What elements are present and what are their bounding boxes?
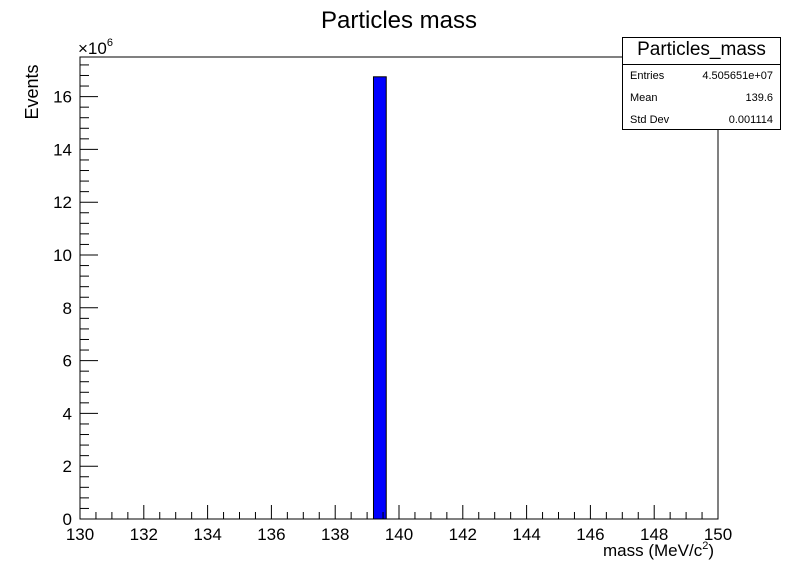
y-tick-label: 0 <box>63 510 72 529</box>
x-axis-label-text: mass (MeV/c <box>603 541 703 560</box>
stats-value: 0.001114 <box>728 114 773 126</box>
stats-key: Mean <box>630 92 658 104</box>
x-tick-label: 138 <box>321 525 349 544</box>
plot-area: 130 132 134 136 138 140 142 144 146 148 150 0 2 4 6 8 10… <box>53 56 732 544</box>
x-tick-label: 142 <box>449 525 477 544</box>
x-tick-label: 150 <box>704 525 732 544</box>
y-axis-label: Events <box>22 64 42 119</box>
y-tick-label: 16 <box>53 88 72 107</box>
y-multiplier-base: ×10 <box>78 39 107 58</box>
y-axis-multiplier: ×106 <box>78 37 113 58</box>
x-axis-label-close: ) <box>708 541 714 560</box>
stats-box: Particles_mass Entries 4.505651e+07 Mean… <box>622 37 781 130</box>
stats-key: Std Dev <box>630 114 670 126</box>
histogram-bar <box>372 76 387 520</box>
y-tick-label: 4 <box>63 404 72 423</box>
x-tick-label: 132 <box>130 525 158 544</box>
stats-key: Entries <box>630 70 665 82</box>
y-tick-label: 2 <box>63 457 72 476</box>
x-tick-label: 148 <box>640 525 668 544</box>
x-tick-label: 144 <box>512 525 540 544</box>
stats-row-std-dev: Std Dev 0.001114 <box>623 109 780 131</box>
chart-title: Particles mass <box>321 7 477 34</box>
y-tick-label: 6 <box>63 352 72 371</box>
x-tick-label: 140 <box>385 525 413 544</box>
y-multiplier-exponent: 6 <box>107 37 113 49</box>
y-tick-label: 12 <box>53 193 72 212</box>
stats-value: 139.6 <box>745 92 773 104</box>
y-tick-label: 10 <box>53 246 72 265</box>
y-tick-label: 14 <box>53 140 72 159</box>
x-tick-label: 130 <box>66 525 94 544</box>
x-tick-label: 146 <box>576 525 604 544</box>
y-tick-label: 8 <box>63 299 72 318</box>
x-tick-label: 136 <box>257 525 285 544</box>
x-axis-label: mass (MeV/c2) <box>603 540 714 560</box>
x-axis-label-superscript: 2 <box>702 540 708 552</box>
stats-value: 4.505651e+07 <box>702 70 773 82</box>
stats-row-entries: Entries 4.505651e+07 <box>623 65 780 87</box>
stats-row-mean: Mean 139.6 <box>623 87 780 109</box>
stats-title: Particles_mass <box>623 38 780 65</box>
x-tick-label: 134 <box>193 525 221 544</box>
